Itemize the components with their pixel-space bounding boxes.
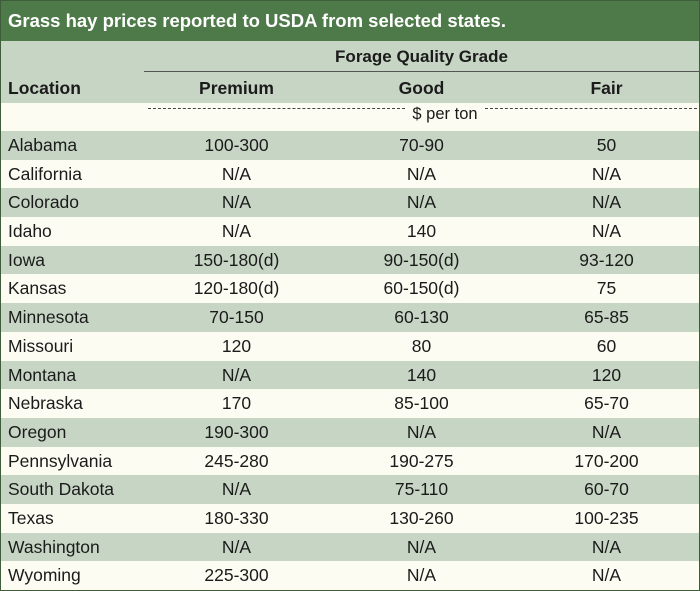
- good-cell: 130-260: [389, 507, 454, 528]
- table-row: Alabama 100-300 70-90 50: [1, 131, 699, 160]
- premium-cell: N/A: [221, 163, 252, 184]
- good-cell: N/A: [406, 192, 437, 213]
- table-row: Washington N/A N/A N/A: [1, 532, 699, 562]
- good-cell: 140: [406, 221, 437, 242]
- location-cell: Alabama: [8, 135, 78, 155]
- table-row: California N/A N/A N/A: [1, 159, 699, 189]
- good-cell: 80: [411, 335, 432, 356]
- premium-cell: 120-180(d): [193, 278, 280, 299]
- location-cell: Oregon: [8, 421, 67, 442]
- premium-cell: N/A: [221, 221, 252, 242]
- table-row: Kansas 120-180(d) 60-150(d) 75: [1, 274, 699, 304]
- good-cell: 190-275: [389, 450, 454, 471]
- grade-underline: [144, 71, 699, 72]
- table-row: South Dakota N/A 75-110 60-70: [1, 475, 699, 504]
- table-title: Grass hay prices reported to USDA from s…: [1, 1, 699, 41]
- good-cell: N/A: [406, 565, 437, 586]
- fair-cell: N/A: [591, 192, 622, 213]
- fair-cell: 93-120: [579, 249, 634, 270]
- fair-cell: 65-70: [584, 393, 629, 414]
- table-row: Montana N/A 140 120: [1, 360, 699, 390]
- good-cell: N/A: [406, 536, 437, 557]
- good-cell: N/A: [406, 163, 437, 184]
- column-header-fair: Fair: [590, 78, 623, 98]
- premium-cell: 245-280: [204, 450, 269, 471]
- column-header-premium: Premium: [199, 78, 274, 98]
- premium-cell: 170: [221, 393, 252, 414]
- premium-cell: 190-300: [204, 421, 269, 442]
- premium-cell: N/A: [221, 364, 252, 385]
- premium-cell: 120: [221, 335, 252, 356]
- location-cell: Nebraska: [8, 393, 83, 414]
- location-cell: Montana: [8, 364, 77, 385]
- premium-cell: 70-150: [209, 307, 264, 328]
- table-row: Iowa 150-180(d) 90-150(d) 93-120: [1, 245, 699, 275]
- fair-cell: 170-200: [574, 450, 639, 471]
- location-cell: Missouri: [8, 335, 74, 356]
- premium-cell: N/A: [221, 479, 252, 500]
- fair-cell: N/A: [591, 421, 622, 442]
- location-cell: Texas: [8, 507, 54, 528]
- location-cell: Kansas: [8, 278, 67, 299]
- good-cell: 60-150(d): [383, 278, 460, 299]
- good-cell: 60-130: [394, 307, 449, 328]
- table-row: Missouri 120 80 60: [1, 331, 699, 361]
- table-row: Idaho N/A 140 N/A: [1, 217, 699, 246]
- column-header-location: Location: [8, 78, 81, 98]
- unit-dashes-left: [148, 108, 405, 110]
- good-cell: 90-150(d): [383, 249, 460, 270]
- premium-cell: 100-300: [204, 135, 269, 155]
- location-cell: Iowa: [8, 249, 45, 270]
- location-cell: Washington: [8, 536, 100, 557]
- table-row: Pennsylvania 245-280 190-275 170-200: [1, 446, 699, 476]
- table-body: Alabama 100-300 70-90 50 California N/A N/A N/A…: [1, 131, 699, 590]
- location-cell: Pennsylvania: [8, 450, 113, 471]
- good-cell: N/A: [406, 421, 437, 442]
- location-cell: Minnesota: [8, 307, 89, 328]
- unit-dashes-right: [485, 108, 697, 110]
- good-cell: 140: [406, 364, 437, 385]
- fair-cell: 100-235: [574, 507, 639, 528]
- good-cell: 75-110: [394, 479, 449, 500]
- fair-cell: N/A: [591, 163, 622, 184]
- table-row: Wyoming 225-300 N/A N/A: [1, 561, 699, 590]
- fair-cell: N/A: [591, 536, 622, 557]
- location-cell: Idaho: [8, 221, 52, 242]
- column-header-good: Good: [398, 78, 445, 98]
- fair-cell: 60-70: [584, 479, 629, 500]
- table-row: Nebraska 170 85-100 65-70: [1, 389, 699, 418]
- good-cell: 85-100: [394, 393, 449, 414]
- table-row: Minnesota 70-150 60-130 65-85: [1, 303, 699, 332]
- unit-row: $ per ton: [1, 103, 699, 131]
- premium-cell: 180-330: [204, 507, 269, 528]
- fair-cell: 75: [596, 278, 617, 299]
- unit-label: $ per ton: [405, 105, 485, 124]
- table-row: Texas 180-330 130-260 100-235: [1, 503, 699, 533]
- fair-cell: N/A: [591, 565, 622, 586]
- location-cell: Colorado: [8, 192, 80, 213]
- premium-cell: 225-300: [204, 565, 269, 586]
- fair-cell: N/A: [591, 221, 622, 242]
- table-row: Colorado N/A N/A N/A: [1, 188, 699, 218]
- fair-cell: 60: [596, 335, 617, 356]
- good-cell: 70-90: [399, 135, 444, 155]
- premium-cell: N/A: [221, 536, 252, 557]
- location-cell: California: [8, 163, 82, 184]
- header-band: [1, 41, 699, 103]
- table-row: Oregon 190-300 N/A N/A: [1, 417, 699, 447]
- fair-cell: 65-85: [584, 307, 629, 328]
- forage-quality-grade-label: Forage Quality Grade: [335, 47, 508, 66]
- fair-cell: 50: [596, 135, 617, 155]
- fair-cell: 120: [591, 364, 622, 385]
- location-cell: South Dakota: [8, 479, 115, 500]
- premium-cell: N/A: [221, 192, 252, 213]
- location-cell: Wyoming: [8, 565, 81, 586]
- premium-cell: 150-180(d): [193, 249, 280, 270]
